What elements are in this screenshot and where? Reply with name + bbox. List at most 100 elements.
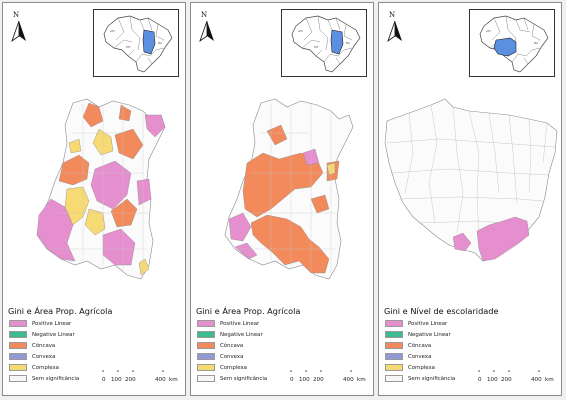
brazil-locator-inset: AM MT BA xyxy=(93,9,179,77)
legend-item: Sem significância xyxy=(197,373,267,384)
north-arrow-icon xyxy=(199,21,214,43)
legend-label: Positive Linear xyxy=(408,320,448,327)
scale-bar: 0 100 200 400 km xyxy=(289,368,371,390)
legend-swatch xyxy=(385,320,403,327)
scale-tick-label: 400 xyxy=(343,377,354,383)
legend-item: Côncava xyxy=(197,340,267,351)
scale-tick-label: 400 xyxy=(155,377,166,383)
scale-tick-label: 100 xyxy=(487,377,498,383)
legend-swatch xyxy=(9,375,27,382)
legend-swatch xyxy=(385,375,403,382)
highlighted-state xyxy=(493,37,517,57)
map-legend: Positive Linear Negative Linear Côncava Con… xyxy=(9,318,79,384)
legend-label: Côncava xyxy=(32,342,56,349)
legend-label: Positive Linear xyxy=(220,320,260,327)
north-arrow: N xyxy=(199,11,215,45)
legend-label: Sem significância xyxy=(220,375,268,382)
svg-text:AM: AM xyxy=(486,29,491,33)
legend-item: Côncava xyxy=(9,340,79,351)
legend-label: Sem significância xyxy=(408,375,456,382)
brazil-locator-inset: AM BA xyxy=(469,9,555,77)
legend-swatch xyxy=(197,364,215,371)
legend-label: Convexa xyxy=(220,353,244,360)
legend-item: Côncava xyxy=(385,340,455,351)
legend-label: Negative Linear xyxy=(408,331,451,338)
north-arrow: N xyxy=(387,11,403,45)
legend-item: Positive Linear xyxy=(385,318,455,329)
legend-item: Complexa xyxy=(197,362,267,373)
legend-label: Complexa xyxy=(408,364,435,371)
scale-bar-line xyxy=(290,370,352,372)
scale-tick-label: 0 xyxy=(478,377,482,383)
scale-bar: 0 100 200 400 km xyxy=(477,368,559,390)
svg-text:BA: BA xyxy=(534,41,539,45)
legend-label: Côncava xyxy=(220,342,244,349)
legend-item: Negative Linear xyxy=(9,329,79,340)
scale-unit-label: km xyxy=(357,377,366,383)
north-label: N xyxy=(13,11,20,19)
scale-unit-label: km xyxy=(545,377,554,383)
scale-bar-line xyxy=(102,370,164,372)
legend-label: Côncava xyxy=(408,342,432,349)
tocantins-municipality-map xyxy=(224,98,354,280)
legend-label: Positive Linear xyxy=(32,320,72,327)
map-title: Gini e Área Prop. Agrícola xyxy=(196,306,301,316)
scale-tick-label: 200 xyxy=(125,377,136,383)
highlighted-state xyxy=(330,29,344,55)
svg-text:MT: MT xyxy=(126,45,131,49)
scale-tick-label: 0 xyxy=(290,377,294,383)
north-label: N xyxy=(201,11,208,19)
north-label: N xyxy=(389,11,396,19)
brazil-locator-map: AM BA xyxy=(479,15,549,73)
legend-swatch xyxy=(385,342,403,349)
map-title: Gini e Área Prop. Agrícola xyxy=(8,306,113,316)
legend-item: Positive Linear xyxy=(9,318,79,329)
scale-tick-label: 0 xyxy=(102,377,106,383)
legend-swatch xyxy=(197,342,215,349)
legend-swatch xyxy=(197,375,215,382)
mato-grosso-municipality-map xyxy=(384,98,558,262)
legend-item: Convexa xyxy=(197,351,267,362)
svg-text:AM: AM xyxy=(110,29,115,33)
brazil-locator-inset: AM MT BA xyxy=(281,9,367,77)
scale-tick-label: 200 xyxy=(313,377,324,383)
scale-tick-label: 400 xyxy=(531,377,542,383)
map-panel-tocantins-area: N AM MT BA Gini e Área Prop. Agrícola xyxy=(2,2,186,396)
legend-label: Negative Linear xyxy=(32,331,75,338)
state-base xyxy=(384,98,558,262)
scale-bar: 0 100 200 400 km xyxy=(101,368,183,390)
tocantins-municipality-map xyxy=(36,98,166,280)
legend-swatch xyxy=(9,342,27,349)
brazil-locator-map: AM MT BA xyxy=(291,15,361,73)
map-legend: Positive Linear Negative Linear Côncava Con… xyxy=(385,318,455,384)
scale-bar-line xyxy=(478,370,540,372)
legend-item: Sem significância xyxy=(9,373,79,384)
legend-swatch xyxy=(9,353,27,360)
svg-text:BA: BA xyxy=(346,41,351,45)
legend-item: Negative Linear xyxy=(197,329,267,340)
svg-text:MT: MT xyxy=(314,45,319,49)
highlighted-state xyxy=(142,29,156,55)
legend-label: Convexa xyxy=(32,353,56,360)
map-panel-tocantins-area-2: N AM MT BA Gini e Área Prop. Agrícola xyxy=(190,2,374,396)
map-panel-mato-grosso-escolaridade: N AM BA Gini e Nível de escolaridade Pos… xyxy=(378,2,562,396)
scale-tick-label: 200 xyxy=(501,377,512,383)
legend-swatch xyxy=(197,331,215,338)
legend-label: Sem significância xyxy=(32,375,80,382)
legend-swatch xyxy=(385,331,403,338)
legend-item: Positive Linear xyxy=(197,318,267,329)
legend-item: Negative Linear xyxy=(385,329,455,340)
legend-label: Complexa xyxy=(32,364,59,371)
class-positive-linear xyxy=(36,114,166,266)
legend-label: Complexa xyxy=(220,364,247,371)
class-positive-linear xyxy=(452,216,530,262)
legend-swatch xyxy=(385,353,403,360)
legend-item: Complexa xyxy=(9,362,79,373)
legend-swatch xyxy=(197,353,215,360)
legend-swatch xyxy=(9,320,27,327)
legend-swatch xyxy=(197,320,215,327)
brazil-locator-map: AM MT BA xyxy=(103,15,173,73)
legend-swatch xyxy=(385,364,403,371)
scale-tick-label: 100 xyxy=(111,377,122,383)
